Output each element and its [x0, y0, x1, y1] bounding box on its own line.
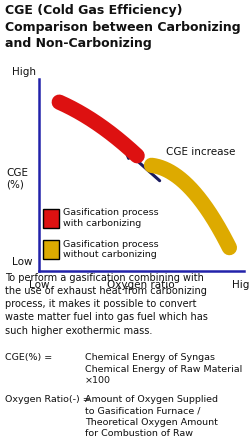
- Text: CGE (Cold Gas Efficiency)
Comparison between Carbonizing
and Non-Carbonizing: CGE (Cold Gas Efficiency) Comparison bet…: [5, 4, 240, 51]
- Text: To perform a gasification combining with
the use of exhaust heat from carbonizin: To perform a gasification combining with…: [5, 273, 208, 336]
- FancyBboxPatch shape: [43, 240, 59, 259]
- Text: CGE(%) =: CGE(%) =: [5, 353, 52, 362]
- Text: CGE increase: CGE increase: [166, 147, 235, 157]
- Text: Oxygen ratio: Oxygen ratio: [108, 280, 175, 290]
- Text: Low: Low: [28, 280, 49, 290]
- Text: Gasification process
with carbonizing: Gasification process with carbonizing: [63, 208, 159, 228]
- Text: High: High: [232, 280, 250, 290]
- Text: High: High: [12, 67, 36, 77]
- Text: Gasification process
without carbonizing: Gasification process without carbonizing: [63, 240, 159, 260]
- Text: Oxygen Ratio(-) =: Oxygen Ratio(-) =: [5, 395, 91, 404]
- Text: Low: Low: [12, 257, 32, 267]
- FancyBboxPatch shape: [43, 209, 59, 228]
- Text: Chemical Energy of Syngas
Chemical Energy of Raw Material
×100: Chemical Energy of Syngas Chemical Energ…: [85, 353, 242, 385]
- Text: Amount of Oxygen Supplied
to Gasification Furnace /
Theoretical Oxygen Amount
fo: Amount of Oxygen Supplied to Gasificatio…: [85, 395, 218, 440]
- Text: CGE
(%): CGE (%): [6, 168, 28, 190]
